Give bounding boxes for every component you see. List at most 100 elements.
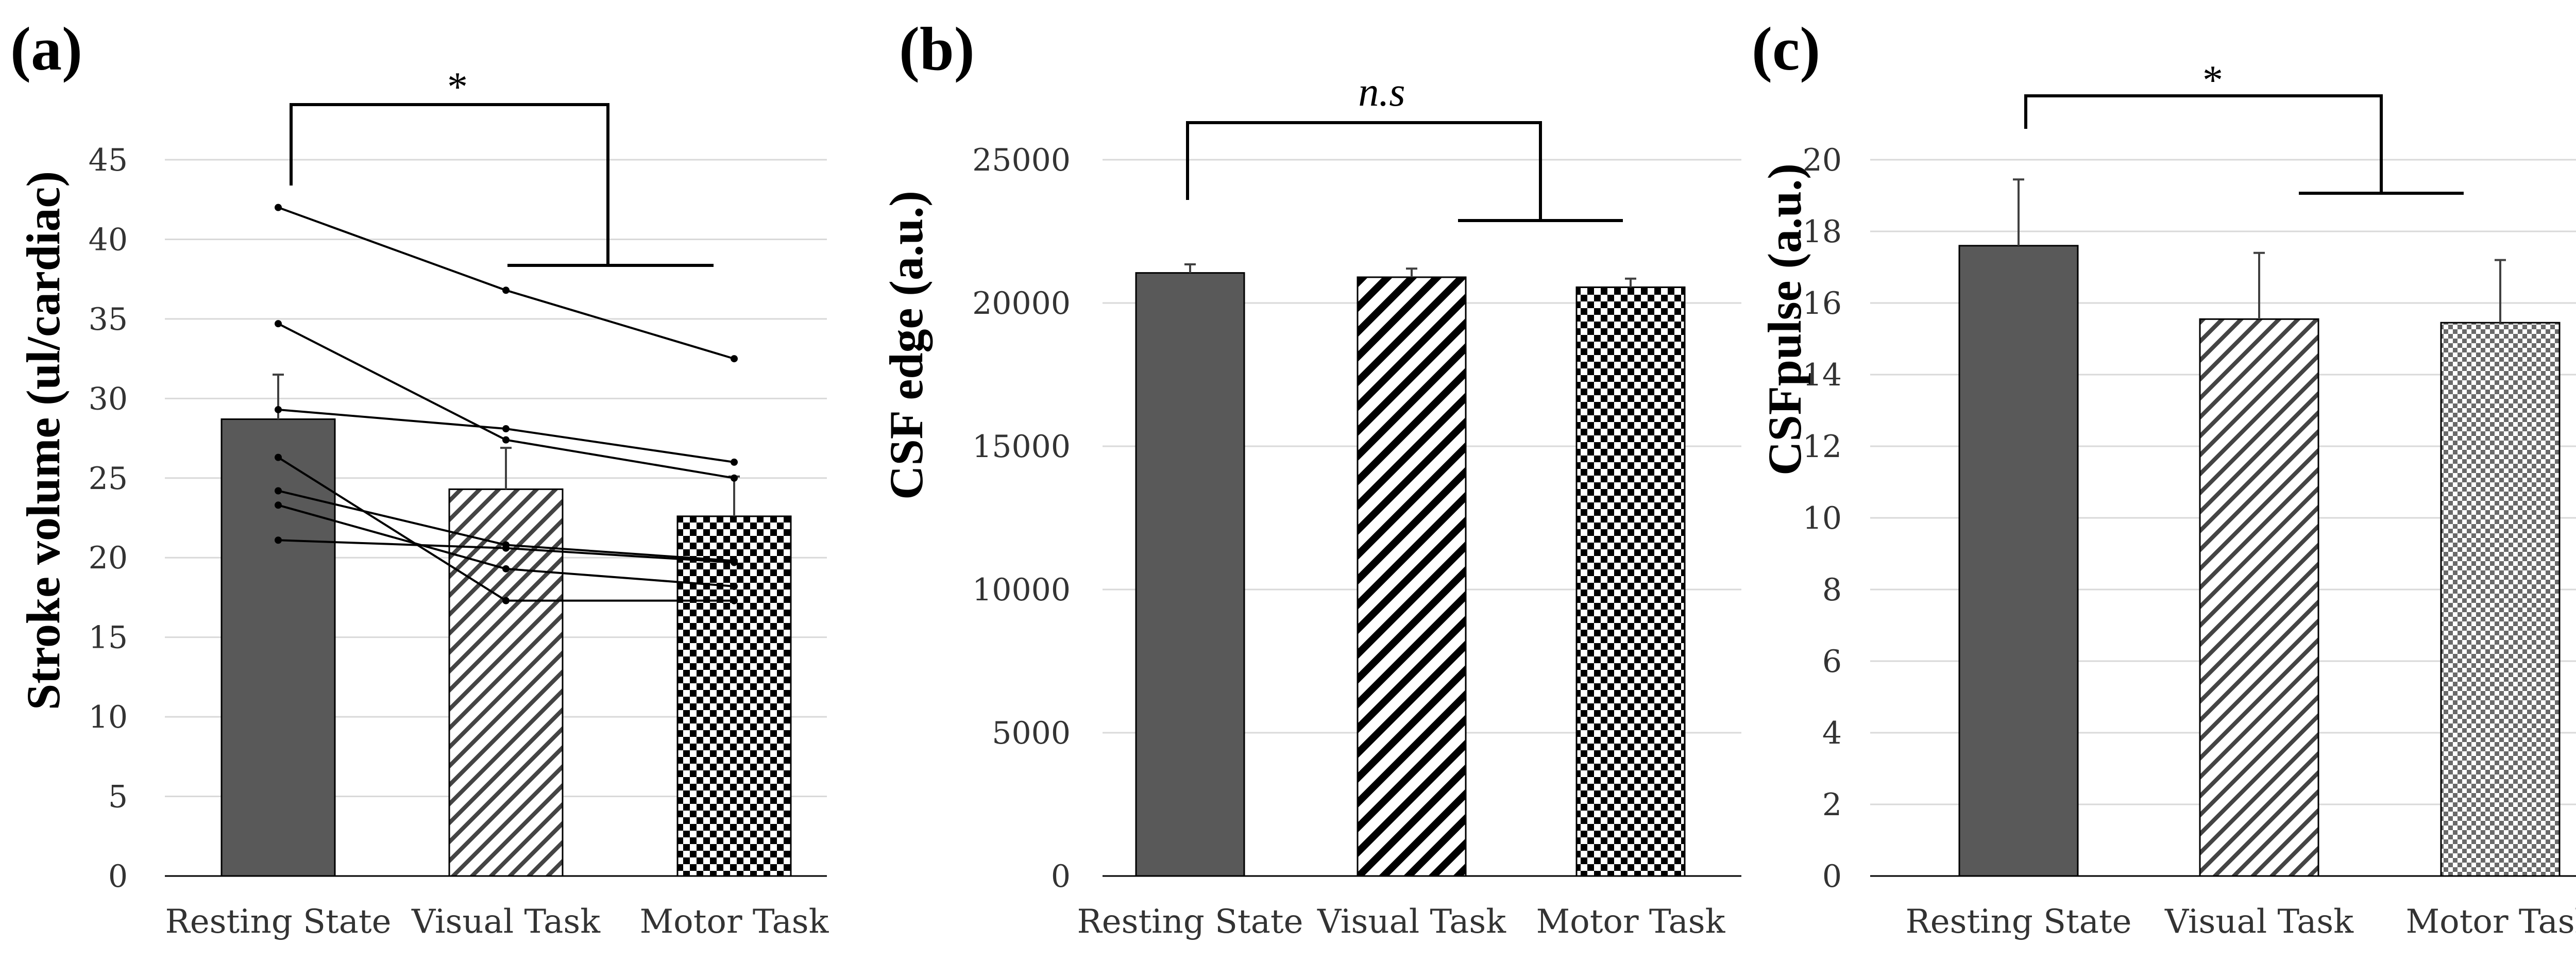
subject-lines-a	[275, 204, 738, 604]
subject-point	[275, 406, 282, 413]
subject-point	[275, 536, 282, 544]
bar-a-1	[221, 418, 336, 877]
subject-point	[275, 487, 282, 495]
category-label-a-2: Visual Task	[411, 903, 601, 941]
bar-b-2	[1357, 276, 1467, 877]
category-label-c-2: Visual Task	[2164, 903, 2354, 941]
bar-b-1	[1135, 272, 1245, 877]
panel-c-csf-pulse-chart: (c) CSFpulse (a.u.) 0 2 4 6 8 10 12 14 16 18 20 Re…	[1752, 14, 2576, 941]
subject-point	[731, 458, 738, 466]
subject-point	[275, 320, 282, 328]
significance-marker-a: *	[447, 64, 468, 110]
error-bar-b-3	[1625, 277, 1636, 288]
subject-point	[275, 204, 282, 211]
y-tick-label-a: 45	[89, 142, 128, 178]
bars-c	[1958, 245, 2561, 877]
error-bar-c-1	[2013, 178, 2024, 246]
category-label-c-1: Resting State	[1906, 903, 2132, 941]
subject-line-3	[275, 406, 738, 466]
subject-line-1	[275, 204, 738, 363]
category-labels-b: Resting State Visual Task Motor Task	[1077, 903, 1726, 941]
y-tick-label-a: 20	[89, 540, 128, 576]
subject-point	[502, 544, 510, 552]
significance-bracket-a	[290, 103, 714, 267]
bracket-path-b	[1186, 121, 1542, 221]
y-tick-label-a: 15	[89, 620, 128, 656]
bars-b	[1135, 272, 1686, 877]
y-tick-label-c: 18	[1803, 214, 1842, 250]
bar-b-3	[1575, 286, 1686, 877]
y-tick-label-a: 40	[89, 222, 128, 258]
y-tick-labels-c: 0 2 4 6 8 10 12 14 16 18 20	[1803, 142, 1842, 895]
bar-c-1	[1958, 245, 2079, 877]
category-labels-a: Resting State Visual Task Motor Task	[165, 903, 829, 941]
category-label-b-1: Resting State	[1077, 903, 1303, 941]
y-axis-title-c: CSFpulse (a.u.)	[1758, 163, 1811, 476]
error-bar-c-3	[2495, 259, 2506, 323]
subject-point	[731, 355, 738, 363]
y-tick-label-c: 14	[1803, 357, 1842, 393]
y-tick-label-c: 8	[1822, 572, 1842, 608]
y-tick-label-c: 2	[1822, 787, 1842, 823]
bars-a	[221, 418, 792, 877]
subject-point	[731, 559, 738, 566]
y-tick-label-b: 5000	[992, 715, 1071, 751]
y-tick-label-b: 10000	[972, 572, 1071, 608]
subject-point	[731, 582, 738, 590]
subject-path	[278, 206, 735, 360]
error-bars-b	[1184, 263, 1636, 288]
bracket-path-a	[290, 103, 609, 265]
category-labels-c: Resting State Visual Task Motor Task	[1906, 903, 2576, 941]
category-label-c-3: Motor Task	[2406, 903, 2576, 941]
y-tick-label-b: 15000	[972, 429, 1071, 465]
subject-point	[502, 565, 510, 572]
subject-point	[275, 501, 282, 509]
y-tick-label-c: 0	[1822, 858, 1842, 895]
category-label-a-3: Motor Task	[640, 903, 829, 941]
significance-bracket-c	[2024, 94, 2464, 195]
bar-c-2	[2199, 318, 2319, 877]
y-tick-label-b: 25000	[972, 142, 1071, 178]
y-tick-label-a: 30	[89, 381, 128, 417]
y-tick-label-a: 25	[89, 461, 128, 497]
y-tick-label-c: 6	[1822, 644, 1842, 680]
y-tick-label-b: 0	[1051, 858, 1071, 895]
subject-point	[502, 287, 510, 294]
subject-point	[731, 474, 738, 482]
y-tick-label-b: 20000	[972, 285, 1071, 322]
error-bar-b-2	[1406, 267, 1417, 277]
y-tick-label-a: 0	[108, 858, 128, 895]
panel-label-b: (b)	[899, 14, 975, 83]
y-tick-labels-a: 0 5 10 15 20 25 30 35 40 45	[89, 142, 128, 895]
y-tick-label-c: 20	[1803, 142, 1842, 178]
category-label-b-2: Visual Task	[1317, 903, 1506, 941]
category-label-b-3: Motor Task	[1536, 903, 1726, 941]
subject-line-4	[275, 453, 738, 604]
subject-point	[731, 597, 738, 604]
y-tick-label-c: 16	[1803, 285, 1842, 322]
y-tick-label-a: 5	[108, 779, 128, 815]
error-bar-b-1	[1184, 263, 1196, 273]
panel-b-csf-edge-chart: (b) CSF edge (a.u.) 0 5000 10000 15000 20000…	[880, 14, 1741, 941]
subject-line-2	[275, 320, 738, 482]
y-tick-label-a: 10	[89, 699, 128, 735]
category-label-a-1: Resting State	[165, 903, 392, 941]
subject-point	[502, 436, 510, 444]
y-tick-label-c: 4	[1822, 715, 1842, 751]
subject-point	[502, 597, 510, 604]
error-bar-c-2	[2253, 251, 2265, 319]
subject-point	[502, 425, 510, 433]
y-tick-label-a: 35	[89, 301, 128, 338]
error-bar-a-3	[728, 475, 740, 516]
error-bars-c	[2013, 178, 2506, 323]
y-tick-label-c: 10	[1803, 500, 1842, 536]
significance-marker-c: *	[2202, 58, 2223, 103]
bar-c-3	[2440, 322, 2561, 877]
bar-a-3	[676, 515, 792, 877]
y-tick-labels-b: 0 5000 10000 15000 20000 25000	[972, 142, 1071, 895]
panel-label-a: (a)	[10, 14, 82, 83]
subject-line-7	[275, 536, 738, 566]
bracket-path-c	[2024, 94, 2383, 193]
subject-point	[275, 453, 282, 461]
